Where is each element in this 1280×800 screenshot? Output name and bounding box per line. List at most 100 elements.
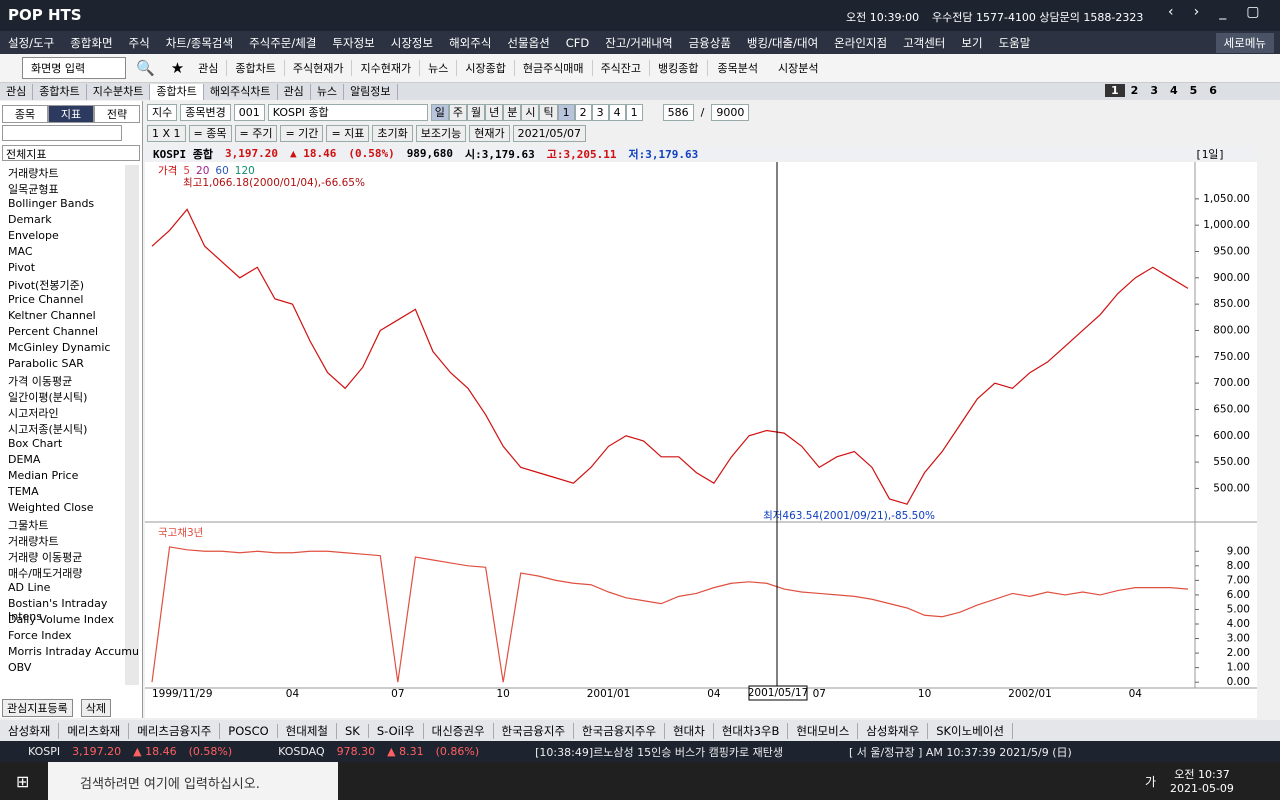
panel-button[interactable]: 관심지표등록 — [2, 699, 73, 717]
indicator-item[interactable]: Price Channel — [8, 293, 84, 306]
panel-tab[interactable]: 전략 — [94, 105, 140, 123]
menu-item[interactable]: 뱅킹/대출/대여 — [746, 35, 819, 50]
page-number[interactable]: 4 — [1169, 84, 1178, 97]
control-button[interactable]: 현재가 — [469, 125, 510, 142]
control-button[interactable]: 보조기능 — [415, 125, 467, 142]
indicator-item[interactable]: Daily Volume Index — [8, 613, 115, 626]
toolbar-item[interactable]: 주식잔고 — [593, 60, 651, 76]
control-button[interactable]: = 기간 — [280, 125, 324, 142]
toolbar-item[interactable]: 뱅킹종합 — [650, 60, 708, 76]
page-number[interactable]: 5 — [1189, 84, 1198, 97]
multiplier-button[interactable]: 2 — [574, 104, 592, 121]
indicator-item[interactable]: Percent Channel — [8, 325, 99, 338]
stock-tab[interactable]: SK — [337, 723, 369, 738]
contact[interactable]: 우수전담 1577-4100 상담문의 1588-2323 — [932, 11, 1144, 24]
panel-tab[interactable]: 지표 — [48, 105, 94, 123]
indicator-item[interactable]: 매수/매도거래량 — [8, 567, 83, 580]
window-tab[interactable]: 해외주식차트 — [204, 83, 278, 100]
menu-item[interactable]: 잔고/거래내역 — [605, 35, 673, 50]
period-button[interactable]: 주 — [448, 104, 467, 121]
window-tab[interactable]: 관심 — [278, 83, 311, 100]
indicator-item[interactable]: AD Line — [8, 581, 51, 594]
stock-tab[interactable]: SK이노베이션 — [928, 722, 1013, 739]
indicator-item[interactable]: 가격 이동평균 — [8, 375, 73, 388]
multiplier-button[interactable]: 4 — [608, 104, 626, 121]
indicator-item[interactable]: 거래량차트 — [8, 167, 59, 180]
quote-period[interactable]: [1일] — [1195, 147, 1225, 161]
period-button[interactable]: 시 — [521, 104, 540, 121]
control-button[interactable]: 2021/05/07 — [512, 125, 587, 142]
period-button[interactable]: 년 — [485, 104, 504, 121]
indicator-item[interactable]: Force Index — [8, 629, 72, 642]
menu-item[interactable]: 투자정보 — [332, 35, 375, 50]
screen-input[interactable]: 화면명 입력 — [22, 57, 126, 79]
start-button[interactable]: ⊞ — [16, 772, 30, 791]
menu-item[interactable]: 도움말 — [998, 35, 1031, 50]
toolbar-item[interactable]: 관심 — [190, 60, 228, 76]
control-button[interactable]: = 종목 — [188, 125, 232, 142]
stock-tab[interactable]: 메리츠금융지주 — [129, 722, 221, 739]
menu-item[interactable]: 주식주문/체결 — [249, 35, 317, 50]
indicator-item[interactable]: Median Price — [8, 469, 79, 482]
page-number[interactable]: 3 — [1150, 84, 1158, 97]
max-field[interactable]: 9000 — [711, 104, 750, 121]
menu-item[interactable]: 종합화면 — [70, 35, 113, 50]
stock-tab[interactable]: 삼성화재 — [0, 722, 60, 739]
panel-tab[interactable]: 종목 — [2, 105, 48, 123]
menu-item[interactable]: 주식 — [128, 35, 150, 50]
stock-tab[interactable]: S-Oil우 — [369, 722, 424, 739]
dropdown[interactable]: 전체지표 — [2, 145, 140, 161]
stock-tab[interactable]: 현대차 — [665, 722, 714, 739]
control-button[interactable]: = 주기 — [234, 125, 278, 142]
indicator-item[interactable]: Box Chart — [8, 437, 63, 450]
page-number[interactable]: 2 — [1130, 84, 1139, 97]
control-field[interactable]: 지수 — [147, 104, 178, 121]
indicator-item[interactable]: TEMA — [8, 485, 39, 498]
clock[interactable]: 오전 10:37 2021-05-09 — [1170, 766, 1234, 795]
stock-tab[interactable]: 현대제철 — [278, 722, 337, 739]
indicator-item[interactable]: 시고저라인 — [8, 407, 59, 420]
control-button[interactable]: = 지표 — [326, 125, 370, 142]
window-tab[interactable]: 알림정보 — [344, 83, 398, 100]
search-bar[interactable]: 검색하려면 여기에 입력하십시오. — [48, 762, 338, 800]
menu-item[interactable]: CFD — [565, 35, 590, 50]
indicator-item[interactable]: Morris Intraday Accumu — [8, 645, 139, 658]
stock-tab[interactable]: 한국금융지주우 — [574, 722, 666, 739]
panel-button[interactable]: 삭제 — [80, 699, 111, 717]
multiplier-button[interactable]: 3 — [591, 104, 609, 121]
indicator-item[interactable]: MAC — [8, 245, 33, 258]
period-button[interactable]: 월 — [466, 104, 486, 121]
period-button[interactable]: 일 — [430, 104, 449, 121]
indicator-item[interactable]: DEMA — [8, 453, 41, 466]
toolbar-item[interactable]: 지수현재가 — [352, 60, 421, 76]
multiplier-button[interactable]: 1 — [625, 104, 643, 121]
page-number[interactable]: 1 — [1105, 84, 1125, 97]
menu-item[interactable]: 시장정보 — [390, 35, 434, 50]
stock-tab[interactable]: 현대모비스 — [788, 722, 859, 739]
stock-tab[interactable]: 삼성화재우 — [858, 722, 929, 739]
toolbar-item[interactable]: 주식현재가 — [285, 60, 353, 76]
control-button[interactable]: 초기화 — [372, 125, 413, 142]
indicator-item[interactable]: 거래량차트 — [8, 535, 59, 548]
period-button[interactable]: 틱 — [539, 104, 558, 121]
count-field[interactable]: 586 — [662, 104, 694, 121]
toolbar-item[interactable]: 시장종합 — [457, 60, 515, 76]
control-field[interactable]: 종목변경 — [180, 104, 231, 121]
menu-item[interactable]: 차트/종목검색 — [165, 35, 234, 50]
indicator-item[interactable]: 일목균형표 — [8, 183, 59, 196]
control-field[interactable]: 001 — [233, 104, 265, 121]
menu-item[interactable]: 온라인지점 — [834, 35, 888, 50]
indicator-item[interactable]: McGinley Dynamic — [8, 341, 111, 354]
menu-item[interactable]: 고객센터 — [903, 35, 946, 50]
stock-tab[interactable]: 대신증권우 — [424, 722, 494, 739]
indicator-item[interactable]: Bostian's Intraday Intens — [8, 597, 108, 623]
menu-item[interactable]: 보기 — [961, 35, 983, 50]
window-buttons[interactable]: ‹›_▢✕ — [1168, 4, 1280, 20]
indicator-item[interactable]: Pivot — [8, 261, 36, 274]
indicator-item[interactable]: Bollinger Bands — [8, 197, 95, 210]
indicator-item[interactable]: 일간이평(분시틱) — [8, 391, 88, 404]
window-tab[interactable]: 종합차트 — [150, 83, 204, 100]
stock-tab[interactable]: 한국금융지주 — [494, 722, 575, 739]
indicator-item[interactable]: Keltner Channel — [8, 309, 96, 322]
ime[interactable]: 가 — [1145, 775, 1157, 789]
